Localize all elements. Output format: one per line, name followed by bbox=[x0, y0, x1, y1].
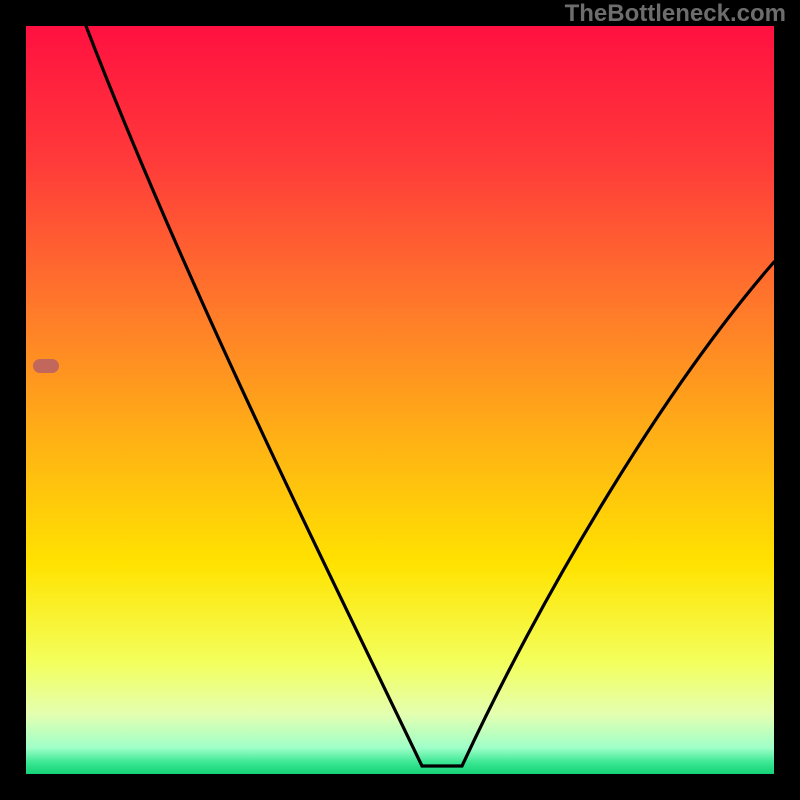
bottleneck-curve-layer bbox=[0, 0, 800, 800]
bottleneck-curve bbox=[86, 26, 774, 766]
optimal-point-marker bbox=[33, 359, 59, 373]
watermark-text: TheBottleneck.com bbox=[565, 0, 786, 28]
chart-root: TheBottleneck.com bbox=[0, 0, 800, 800]
